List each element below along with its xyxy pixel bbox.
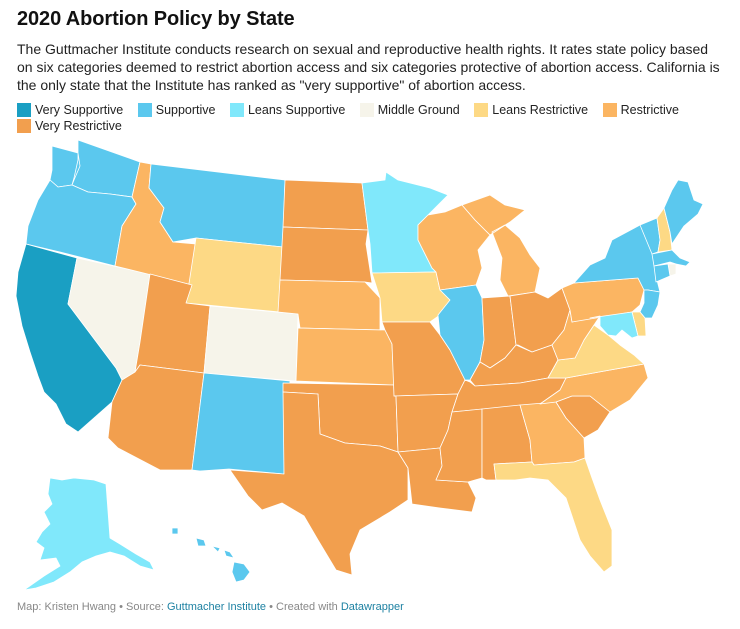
legend-item-restrictive: Restrictive (602, 102, 679, 118)
legend-item-leans-restrictive: Leans Restrictive (474, 102, 588, 118)
legend-swatch (229, 103, 244, 117)
state-AZ[interactable] (107, 364, 205, 471)
legend-item-very-restrictive: Very Restrictive (17, 118, 122, 134)
datawrapper-link[interactable]: Datawrapper (340, 601, 404, 613)
legend-item-very-supportive: Very Supportive (17, 102, 123, 118)
legend-swatch (137, 103, 152, 117)
state-MT[interactable] (148, 163, 286, 248)
state-FL[interactable] (493, 457, 613, 573)
chart-description: The Guttmacher Institute conducts resear… (17, 41, 720, 93)
footer-separator: • (266, 601, 276, 613)
legend-item-supportive: Supportive (137, 102, 216, 118)
state-WY[interactable] (185, 237, 284, 313)
state-ME[interactable] (663, 179, 704, 245)
state-TX[interactable] (229, 391, 409, 576)
legend-item-leans-supportive: Leans Supportive (229, 102, 346, 118)
state-KS[interactable] (295, 327, 395, 386)
state-MI[interactable] (461, 194, 541, 297)
legend-label: Leans Restrictive (492, 103, 589, 117)
legend-label: Leans Supportive (247, 103, 346, 117)
state-CO[interactable] (203, 305, 299, 382)
legend-item-middle-ground: Middle Ground (359, 102, 460, 118)
state-AK[interactable] (23, 477, 155, 591)
legend-label: Very Restrictive (35, 119, 122, 133)
legend-label: Supportive (155, 103, 216, 117)
state-HI[interactable] (171, 527, 251, 583)
created-prefix: Created with (276, 601, 341, 613)
state-SD[interactable] (279, 226, 373, 284)
state-NJ[interactable] (639, 289, 661, 319)
source-link[interactable]: Guttmacher Institute (166, 601, 267, 613)
state-NM[interactable] (191, 372, 291, 475)
legend-label: Restrictive (620, 103, 679, 117)
chart-title: 2020 Abortion Policy by State (17, 8, 295, 30)
state-MA[interactable] (651, 249, 691, 267)
legend-label: Very Supportive (35, 103, 124, 117)
legend-swatch (474, 103, 489, 117)
legend-label: Middle Ground (377, 103, 460, 117)
legend-swatch (17, 103, 31, 117)
legend-swatch (17, 119, 31, 133)
legend-swatch (602, 103, 617, 117)
state-MD[interactable] (589, 311, 639, 339)
legend-swatch (359, 103, 374, 117)
us-state-map (15, 139, 704, 591)
state-ND[interactable] (282, 179, 369, 231)
source-prefix: Source: (126, 601, 167, 613)
state-CT[interactable] (653, 263, 671, 283)
footer: Map: Kristen Hwang • Source: Guttmacher … (17, 601, 404, 613)
legend: Very Supportive Supportive Leans Support… (17, 102, 717, 134)
map-credit: Map: Kristen Hwang (17, 601, 117, 613)
footer-separator: • (116, 601, 127, 613)
